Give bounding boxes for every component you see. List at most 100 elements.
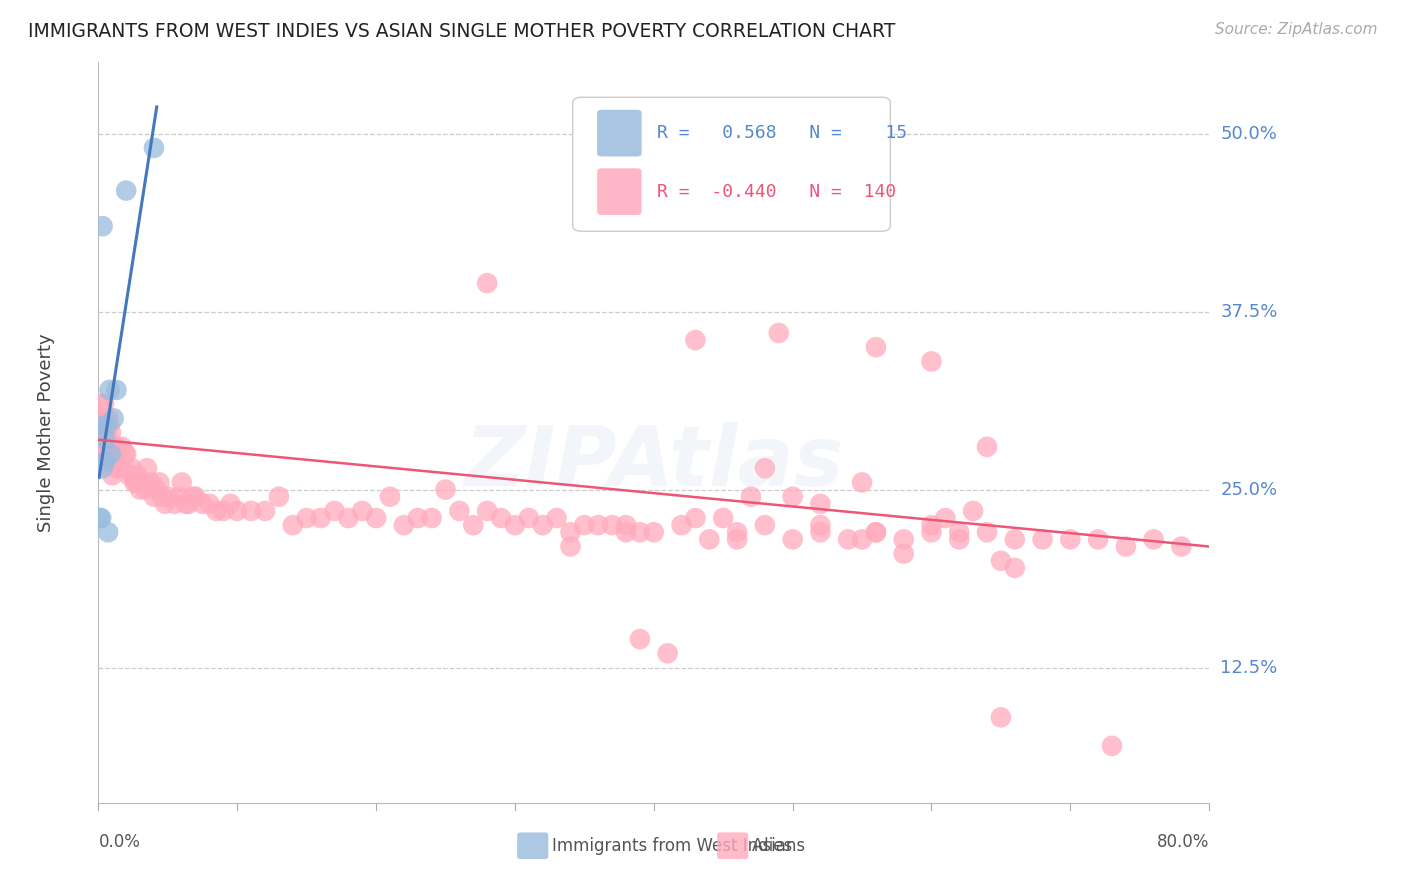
Point xyxy=(191,497,214,511)
Point xyxy=(219,497,242,511)
Point xyxy=(948,525,970,540)
Point xyxy=(143,490,166,504)
Point xyxy=(156,490,179,504)
Point xyxy=(90,411,112,425)
Point xyxy=(94,425,117,440)
Point xyxy=(976,525,998,540)
Point xyxy=(851,533,873,547)
Point xyxy=(628,525,651,540)
Point xyxy=(132,475,155,490)
Text: 50.0%: 50.0% xyxy=(1220,125,1277,143)
Point xyxy=(699,533,721,547)
Point xyxy=(98,383,121,397)
Point xyxy=(114,447,136,461)
Point xyxy=(98,418,121,433)
Point xyxy=(240,504,263,518)
Point xyxy=(97,433,120,447)
Point xyxy=(489,511,512,525)
Point xyxy=(574,518,596,533)
Point xyxy=(253,504,276,518)
Point xyxy=(449,504,471,518)
Point xyxy=(475,276,499,290)
Point xyxy=(851,475,873,490)
Point xyxy=(105,440,128,454)
Point xyxy=(463,518,485,533)
Point xyxy=(865,340,887,354)
FancyBboxPatch shape xyxy=(598,169,641,215)
Point xyxy=(366,511,388,525)
Point xyxy=(90,397,112,411)
Point xyxy=(226,504,249,518)
Point xyxy=(754,518,776,533)
Point xyxy=(174,497,197,511)
Point xyxy=(671,518,693,533)
Text: Single Mother Poverty: Single Mother Poverty xyxy=(37,334,55,532)
Point xyxy=(100,440,122,454)
Text: R =  -0.440   N =  140: R = -0.440 N = 140 xyxy=(657,183,897,201)
Point xyxy=(434,483,457,497)
Point xyxy=(148,475,170,490)
Point xyxy=(153,497,176,511)
Point xyxy=(125,475,148,490)
Point xyxy=(517,511,540,525)
Point xyxy=(121,461,143,475)
Point xyxy=(93,397,115,411)
Point xyxy=(614,518,637,533)
Point xyxy=(920,354,942,368)
Point xyxy=(93,418,115,433)
Point xyxy=(181,490,204,504)
Point xyxy=(91,219,114,234)
Point xyxy=(1059,533,1081,547)
Point xyxy=(560,525,582,540)
Point xyxy=(990,710,1012,724)
Point xyxy=(104,447,127,461)
Text: 12.5%: 12.5% xyxy=(1220,658,1278,676)
Point xyxy=(1170,540,1192,554)
Point xyxy=(588,518,610,533)
Text: 0.0%: 0.0% xyxy=(98,833,141,851)
Point xyxy=(118,468,141,483)
Point xyxy=(685,333,707,347)
Point xyxy=(546,511,568,525)
Point xyxy=(782,490,804,504)
Point xyxy=(976,440,998,454)
Point xyxy=(124,475,146,490)
Point xyxy=(685,511,707,525)
Point xyxy=(91,418,114,433)
Point xyxy=(105,383,128,397)
Point xyxy=(115,447,138,461)
Point xyxy=(948,533,970,547)
Point xyxy=(267,490,290,504)
Text: 80.0%: 80.0% xyxy=(1157,833,1209,851)
Point xyxy=(150,490,173,504)
Point xyxy=(90,511,112,525)
Point xyxy=(107,461,129,475)
Point xyxy=(94,411,117,425)
Point xyxy=(122,468,145,483)
Point xyxy=(141,475,163,490)
Text: R =   0.568   N =    15: R = 0.568 N = 15 xyxy=(657,124,907,142)
Point xyxy=(170,475,193,490)
Point xyxy=(920,518,942,533)
Point xyxy=(1087,533,1109,547)
Point xyxy=(560,540,582,554)
Point xyxy=(406,511,429,525)
Point xyxy=(323,504,346,518)
Point xyxy=(711,511,734,525)
Point xyxy=(167,490,190,504)
Point xyxy=(96,440,118,454)
Point xyxy=(810,525,832,540)
Point xyxy=(96,418,118,433)
Point xyxy=(97,525,120,540)
Point xyxy=(94,454,117,468)
Point xyxy=(893,533,915,547)
Point xyxy=(163,497,186,511)
Point xyxy=(392,518,415,533)
Point xyxy=(810,518,832,533)
Point xyxy=(143,141,166,155)
Point xyxy=(934,511,956,525)
Point xyxy=(475,504,499,518)
Point xyxy=(1143,533,1166,547)
Point xyxy=(96,418,118,433)
Point xyxy=(111,440,134,454)
